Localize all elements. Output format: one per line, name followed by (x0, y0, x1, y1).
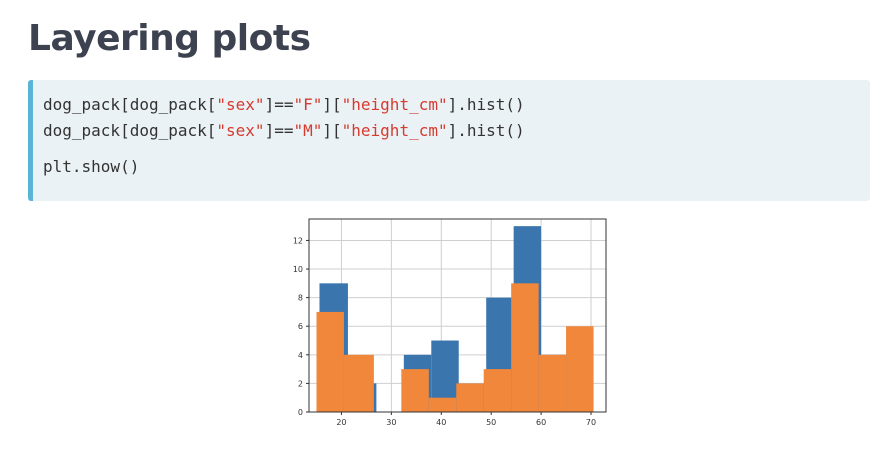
y-tick-label: 8 (298, 294, 303, 303)
x-tick-label: 50 (486, 418, 496, 427)
code-block: dog_pack[dog_pack["sex"]=="F"]["height_c… (28, 80, 870, 201)
y-tick-label: 12 (293, 236, 303, 245)
x-tick-label: 20 (336, 418, 346, 427)
code-token: ].hist() (447, 121, 525, 140)
code-line-show: plt.show() (43, 157, 140, 176)
code-string: "height_cm" (341, 121, 448, 140)
y-tick-label: 2 (298, 379, 303, 388)
x-tick-label: 70 (586, 418, 596, 427)
code-token: dog_pack[dog_pack[ (43, 121, 217, 140)
histogram-bar-series-2 (316, 311, 344, 412)
code-string: "F" (293, 95, 323, 114)
code-token: ][ (322, 95, 342, 114)
histogram-bar-series-2 (428, 397, 457, 412)
histogram-bar-series-2 (483, 369, 512, 412)
y-tick-label: 10 (293, 265, 303, 274)
code-string: "height_cm" (341, 95, 448, 114)
y-tick-label: 6 (298, 322, 303, 331)
histogram-bar-series-2 (343, 354, 374, 412)
code-token: ].hist() (447, 95, 525, 114)
code-token: ]== (264, 95, 294, 114)
code-token: ]== (264, 121, 294, 140)
x-tick-label: 30 (386, 418, 396, 427)
slide-title: Layering plots (28, 18, 311, 59)
plot-frame (308, 218, 607, 413)
histogram-bar-series-2 (538, 354, 567, 412)
code-line-female-hist: dog_pack[dog_pack["sex"]=="F"]["height_c… (43, 92, 870, 118)
code-line-male-hist: dog_pack[dog_pack["sex"]=="M"]["height_c… (43, 118, 870, 144)
y-tick-label: 0 (298, 408, 303, 417)
histogram-bar-series-2 (456, 383, 484, 412)
x-tick-label: 40 (436, 418, 446, 427)
code-string: "sex" (216, 121, 265, 140)
y-tick-label: 4 (298, 351, 303, 360)
histogram-bar-series-2 (566, 326, 594, 412)
code-token: ][ (322, 121, 342, 140)
x-tick-label: 60 (536, 418, 546, 427)
code-token: dog_pack[dog_pack[ (43, 95, 217, 114)
code-string: "sex" (216, 95, 265, 114)
histogram-bar-series-2 (511, 283, 539, 412)
histogram-chart: 20 30 40 50 60 70 0 2 4 6 8 10 12 (293, 218, 607, 427)
histogram-bar-series-2 (401, 369, 429, 412)
code-string: "M" (293, 121, 323, 140)
